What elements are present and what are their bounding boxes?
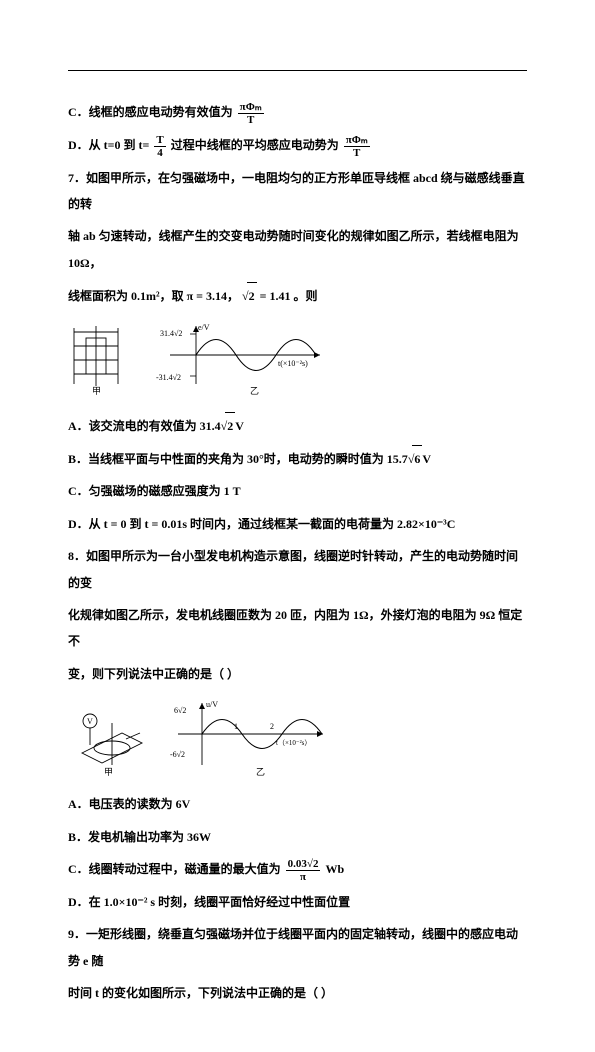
- opt-c: C．线框的感应电动势有效值为 πΦₘ T: [68, 99, 527, 126]
- svg-text:t(×10⁻²s): t(×10⁻²s): [278, 359, 308, 368]
- svg-text:u/V: u/V: [206, 700, 218, 709]
- q8-l3: 变，则下列说法中正确的是（ ）: [68, 661, 527, 687]
- svg-text:-6√2: -6√2: [170, 750, 185, 759]
- q9-l2: 时间 t 的变化如图所示，下列说法中正确的是（ ）: [68, 980, 527, 1006]
- q9-l1: 9．一矩形线圈，绕垂直匀强磁场并位于线圈平面内的固定轴转动，线圈中的感应电动势 …: [68, 921, 527, 974]
- q8-c: C．线圈转动过程中，磁通量的最大值为 0.03√2 π Wb: [68, 856, 527, 883]
- q7-d: D．从 t = 0 到 t = 0.01s 时间内，通过线框某一截面的电荷量为 …: [68, 511, 527, 537]
- q7-c: C．匀强磁场的磁感应强度为 1 T: [68, 478, 527, 504]
- opt-d: D．从 t=0 到 t= T 4 过程中线框的平均感应电动势为 πΦₘ T: [68, 132, 527, 159]
- svg-text:t（×10⁻²s）: t（×10⁻²s）: [276, 739, 311, 747]
- svg-text:1: 1: [234, 722, 238, 731]
- svg-text:V: V: [87, 717, 93, 726]
- q8-l1: 8．如图甲所示为一台小型发电机构造示意图，线圈逆时针转动，产生的电动势随时间的变: [68, 543, 527, 596]
- q8-a: A．电压表的读数为 6V: [68, 791, 527, 817]
- svg-text:乙: 乙: [250, 386, 259, 396]
- q7-l1: 7．如图甲所示，在匀强磁场中，一电阻均匀的正方形单匝导线框 abcd 绕与磁感线…: [68, 165, 527, 218]
- svg-text:2: 2: [270, 722, 274, 731]
- svg-text:-31.4√2: -31.4√2: [156, 373, 181, 382]
- svg-text:31.4√2: 31.4√2: [160, 329, 182, 338]
- q7-figure: 甲 31.4√2 -31.4√2 e/V t(×10⁻²s) 乙: [68, 320, 527, 398]
- q7-a: A．该交流电的有效值为 31.4√2V: [68, 412, 527, 439]
- svg-text:6√2: 6√2: [174, 706, 186, 715]
- opt-d-mid-frac: T 4: [154, 134, 165, 159]
- opt-c-frac: πΦₘ T: [238, 101, 264, 126]
- svg-text:e/V: e/V: [198, 323, 210, 332]
- opt-c-prefix: C．线框的感应电动势有效值为: [68, 105, 233, 119]
- q8-figure: V 甲 6√2 -6√2 u/V t（×10⁻²s） 1 2 乙: [68, 697, 527, 777]
- q7-l3: 线框面积为 0.1m²，取 π = 3.14， √2 = 1.41 。则: [68, 282, 527, 309]
- opt-d-frac: πΦₘ T: [344, 134, 370, 159]
- svg-text:甲: 甲: [104, 767, 113, 777]
- q8-d: D．在 1.0×10⁻² s 时刻，线圈平面恰好经过中性面位置: [68, 889, 527, 915]
- q8-b: B．发电机输出功率为 36W: [68, 824, 527, 850]
- q8-c-frac: 0.03√2 π: [286, 858, 321, 883]
- q7-l2: 轴 ab 匀速转动，线框产生的交变电动势随时间变化的规律如图乙所示，若线框电阻为…: [68, 223, 527, 276]
- svg-text:甲: 甲: [92, 386, 101, 396]
- q7-b: B．当线框平面与中性面的夹角为 30°时，电动势的瞬时值为 15.7√6V: [68, 445, 527, 472]
- svg-text:乙: 乙: [256, 767, 265, 777]
- q8-l2: 化规律如图乙所示，发电机线圈匝数为 20 匝，内阻为 1Ω，外接灯泡的电阻为 9…: [68, 602, 527, 655]
